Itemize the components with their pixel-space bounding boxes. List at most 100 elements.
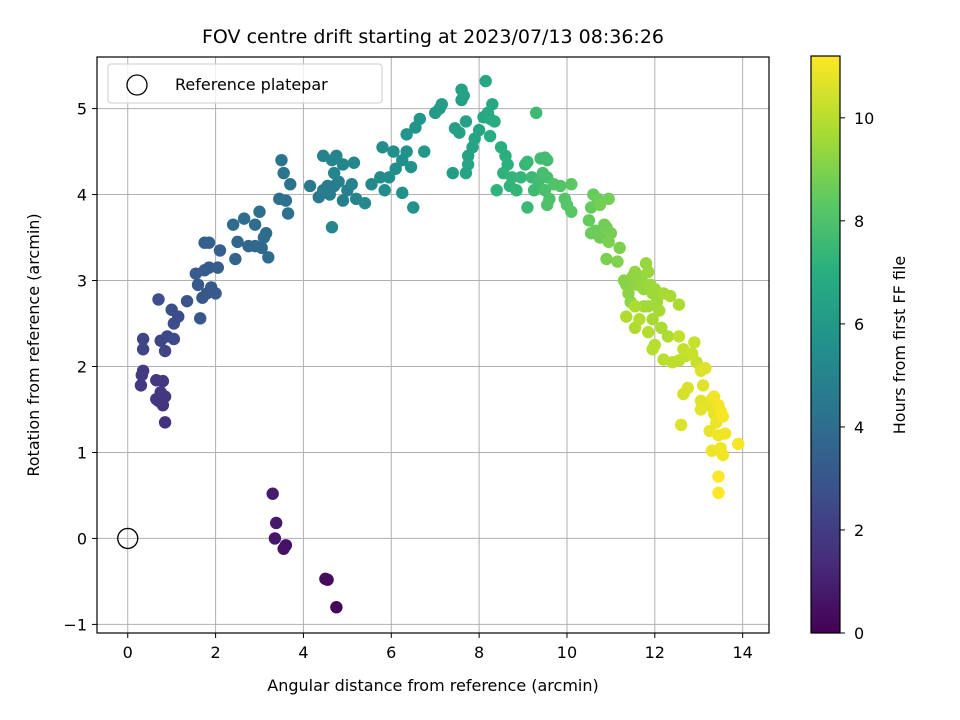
data-point	[712, 470, 725, 483]
data-point	[158, 416, 172, 429]
data-point	[327, 166, 341, 180]
data-point	[716, 448, 730, 462]
data-point	[446, 166, 459, 180]
y-tick-label: 2	[77, 357, 87, 376]
data-point	[435, 98, 448, 111]
data-point	[336, 194, 350, 207]
x-tick-label: 10	[557, 643, 577, 662]
colorbar-tick-label: 2	[854, 521, 864, 540]
data-point	[407, 201, 420, 214]
data-point	[237, 212, 251, 225]
data-point	[646, 313, 659, 326]
data-point	[191, 278, 205, 292]
data-point	[358, 196, 372, 210]
data-point	[150, 374, 163, 387]
data-point	[530, 106, 543, 120]
data-point	[637, 300, 651, 313]
reference-marker-layer	[117, 527, 139, 550]
data-point	[152, 293, 165, 306]
data-point	[483, 129, 497, 143]
x-tick-label: 4	[298, 643, 308, 662]
data-point	[396, 186, 409, 200]
data-point	[330, 149, 343, 163]
data-point	[136, 343, 150, 356]
data-point	[505, 171, 519, 184]
data-point	[688, 336, 701, 349]
data-point	[365, 178, 378, 191]
data-point	[554, 179, 567, 193]
data-point	[672, 298, 686, 311]
data-point	[521, 201, 534, 214]
legend-box	[107, 63, 383, 104]
data-point	[202, 261, 216, 274]
data-point	[674, 418, 688, 432]
colorbar: 0 2 4 6 8 10 Hours from first FF file	[810, 55, 909, 643]
data-point	[229, 252, 242, 266]
data-point	[453, 126, 466, 139]
data-point	[565, 178, 578, 191]
y-tick-label: 1	[77, 443, 87, 462]
data-point	[718, 427, 732, 440]
data-point	[620, 310, 633, 323]
data-point	[336, 158, 350, 171]
data-point	[400, 145, 413, 158]
y-axis-label: Rotation from reference (arcmin)	[24, 213, 43, 476]
x-tick-label: 2	[210, 643, 220, 662]
data-point	[540, 198, 554, 212]
y-tick-label: 3	[77, 272, 87, 291]
data-point	[681, 381, 694, 395]
data-point	[418, 145, 431, 158]
data-point	[347, 156, 361, 169]
data-point	[345, 178, 358, 191]
data-point	[231, 235, 244, 249]
data-point	[565, 205, 578, 218]
data-point	[134, 379, 148, 392]
x-tick-label: 0	[123, 643, 133, 662]
data-point	[459, 115, 473, 128]
data-point	[633, 313, 646, 326]
data-point	[488, 115, 501, 128]
data-point	[194, 312, 207, 325]
x-tick-label: 8	[474, 643, 484, 662]
data-point	[642, 265, 655, 279]
x-axis-ticks: 0 2 4 6 8 10 12 14	[123, 633, 753, 662]
data-point	[330, 601, 343, 614]
colorbar-tick-label: 6	[854, 315, 864, 334]
x-axis-label: Angular distance from reference (arcmin)	[267, 676, 598, 695]
data-point	[472, 123, 486, 137]
data-point	[277, 166, 290, 180]
data-point	[165, 303, 178, 316]
plot-frame	[96, 56, 770, 634]
data-point	[154, 386, 167, 399]
data-point	[404, 160, 418, 174]
data-point	[514, 171, 528, 184]
data-point	[602, 192, 615, 206]
data-point	[226, 218, 240, 231]
data-point	[413, 112, 427, 126]
data-point	[136, 364, 150, 377]
data-point	[387, 145, 400, 158]
data-point	[248, 218, 262, 231]
data-point	[202, 236, 216, 249]
data-point	[279, 194, 293, 207]
data-point	[303, 179, 317, 193]
data-point	[521, 155, 534, 169]
data-point	[374, 171, 387, 184]
colorbar-ticks: 0 2 4 6 8 10	[840, 109, 874, 643]
data-point	[699, 362, 712, 375]
data-point	[136, 332, 150, 346]
data-point	[602, 235, 615, 249]
data-point	[180, 294, 194, 308]
grid-lines	[97, 57, 769, 633]
data-point	[325, 221, 339, 234]
data-point	[613, 241, 626, 255]
data-point	[661, 330, 675, 343]
data-point	[582, 214, 596, 227]
data-point	[211, 261, 224, 274]
data-point	[716, 410, 730, 423]
y-tick-label: 4	[77, 186, 87, 205]
data-point	[255, 241, 268, 255]
y-axis-ticks: −1 0 1 2 3 4 5	[63, 100, 97, 634]
data-point	[732, 437, 745, 451]
